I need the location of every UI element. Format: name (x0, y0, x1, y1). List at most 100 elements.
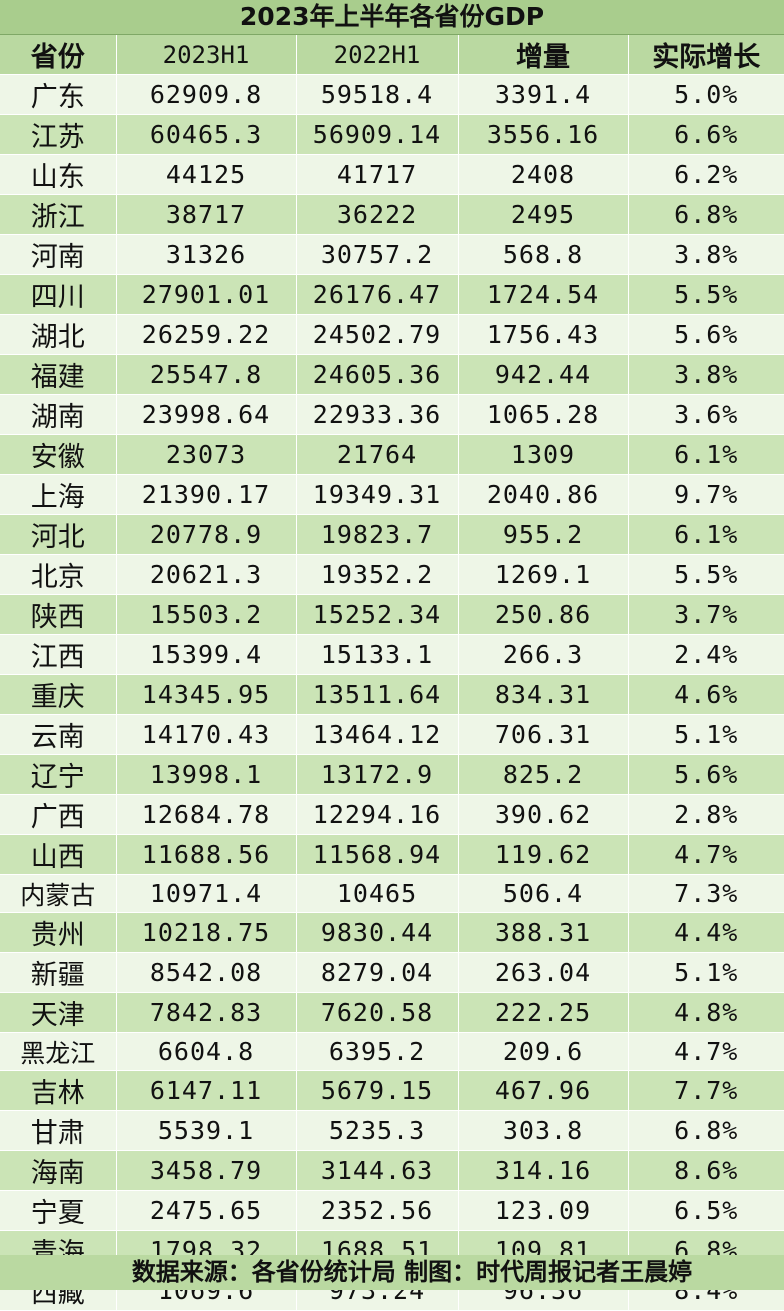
header-2023h1: 2023H1 (116, 35, 297, 75)
gdp-2022h1-cell: 56909.14 (296, 114, 459, 155)
growth-cell: 7.3% (628, 874, 784, 913)
table-row: 甘肃 5539.1 5235.3 303.8 6.8% (0, 1110, 784, 1151)
gdp-2023h1-cell: 44125 (116, 154, 297, 195)
growth-cell: 6.2% (628, 154, 784, 195)
increment-cell: 467.96 (458, 1070, 629, 1111)
province-cell: 贵州 (0, 912, 117, 953)
province-cell: 湖北 (0, 314, 117, 355)
increment-cell: 388.31 (458, 912, 629, 953)
table-row: 吉林 6147.11 5679.15 467.96 7.7% (0, 1070, 784, 1111)
gdp-2022h1-cell: 59518.4 (296, 74, 459, 115)
gdp-2022h1-cell: 5235.3 (296, 1110, 459, 1151)
increment-cell: 1269.1 (458, 554, 629, 595)
gdp-2023h1-cell: 11688.56 (116, 834, 297, 875)
increment-cell: 123.09 (458, 1190, 629, 1231)
province-cell: 江苏 (0, 114, 117, 155)
table-body: 广东 62909.8 59518.4 3391.4 5.0% 江苏 60465.3 56909… (0, 74, 784, 1311)
increment-cell: 1309 (458, 434, 629, 475)
province-cell: 黑龙江 (0, 1032, 117, 1071)
growth-cell: 5.5% (628, 554, 784, 595)
province-cell: 浙江 (0, 194, 117, 235)
province-cell: 河北 (0, 514, 117, 555)
gdp-2022h1-cell: 24605.36 (296, 354, 459, 395)
gdp-2023h1-cell: 23998.64 (116, 394, 297, 435)
province-cell: 湖南 (0, 394, 117, 435)
gdp-2022h1-cell: 8279.04 (296, 952, 459, 993)
growth-cell: 6.8% (628, 1110, 784, 1151)
table-row: 新疆 8542.08 8279.04 263.04 5.1% (0, 952, 784, 993)
province-cell: 新疆 (0, 952, 117, 993)
table-row: 北京 20621.3 19352.2 1269.1 5.5% (0, 554, 784, 595)
table-row: 福建 25547.8 24605.36 942.44 3.8% (0, 354, 784, 395)
gdp-2023h1-cell: 38717 (116, 194, 297, 235)
gdp-table: 省份 2023H1 2022H1 增量 实际增长 广东 62909.8 59518.… (0, 35, 784, 1311)
growth-cell: 3.8% (628, 354, 784, 395)
growth-cell: 3.6% (628, 394, 784, 435)
table-row: 湖北 26259.22 24502.79 1756.43 5.6% (0, 314, 784, 355)
growth-cell: 4.4% (628, 912, 784, 953)
increment-cell: 3391.4 (458, 74, 629, 115)
growth-cell: 8.6% (628, 1150, 784, 1191)
increment-cell: 942.44 (458, 354, 629, 395)
table-row: 天津 7842.83 7620.58 222.25 4.8% (0, 992, 784, 1033)
gdp-2023h1-cell: 10218.75 (116, 912, 297, 953)
province-cell: 内蒙古 (0, 874, 117, 913)
growth-cell: 9.7% (628, 474, 784, 515)
gdp-2022h1-cell: 10465 (296, 874, 459, 913)
table-row: 浙江 38717 36222 2495 6.8% (0, 194, 784, 235)
province-cell: 海南 (0, 1150, 117, 1191)
province-cell: 山西 (0, 834, 117, 875)
gdp-2022h1-cell: 26176.47 (296, 274, 459, 315)
increment-cell: 834.31 (458, 674, 629, 715)
table-row: 宁夏 2475.65 2352.56 123.09 6.5% (0, 1190, 784, 1231)
growth-cell: 6.8% (628, 194, 784, 235)
gdp-2022h1-cell: 7620.58 (296, 992, 459, 1033)
growth-cell: 4.7% (628, 834, 784, 875)
province-cell: 四川 (0, 274, 117, 315)
table-row: 江西 15399.4 15133.1 266.3 2.4% (0, 634, 784, 675)
growth-cell: 5.1% (628, 714, 784, 755)
province-cell: 云南 (0, 714, 117, 755)
gdp-2022h1-cell: 22933.36 (296, 394, 459, 435)
gdp-2022h1-cell: 19352.2 (296, 554, 459, 595)
table-row: 安徽 23073 21764 1309 6.1% (0, 434, 784, 475)
increment-cell: 825.2 (458, 754, 629, 795)
header-growth: 实际增长 (628, 35, 784, 75)
table-row: 贵州 10218.75 9830.44 388.31 4.4% (0, 912, 784, 953)
province-cell: 福建 (0, 354, 117, 395)
increment-cell: 506.4 (458, 874, 629, 913)
province-cell: 辽宁 (0, 754, 117, 795)
province-cell: 上海 (0, 474, 117, 515)
gdp-2023h1-cell: 60465.3 (116, 114, 297, 155)
table-row: 四川 27901.01 26176.47 1724.54 5.5% (0, 274, 784, 315)
gdp-2023h1-cell: 7842.83 (116, 992, 297, 1033)
gdp-2022h1-cell: 15133.1 (296, 634, 459, 675)
increment-cell: 1065.28 (458, 394, 629, 435)
growth-cell: 7.7% (628, 1070, 784, 1111)
gdp-2022h1-cell: 30757.2 (296, 234, 459, 275)
gdp-2023h1-cell: 27901.01 (116, 274, 297, 315)
growth-cell: 6.1% (628, 514, 784, 555)
gdp-2023h1-cell: 25547.8 (116, 354, 297, 395)
growth-cell: 2.4% (628, 634, 784, 675)
gdp-2022h1-cell: 13511.64 (296, 674, 459, 715)
table-row: 湖南 23998.64 22933.36 1065.28 3.6% (0, 394, 784, 435)
increment-cell: 390.62 (458, 794, 629, 835)
increment-cell: 568.8 (458, 234, 629, 275)
growth-cell: 4.6% (628, 674, 784, 715)
header-increment: 增量 (458, 35, 629, 75)
gdp-2022h1-cell: 9830.44 (296, 912, 459, 953)
table-row: 河南 31326 30757.2 568.8 3.8% (0, 234, 784, 275)
province-cell: 宁夏 (0, 1190, 117, 1231)
province-cell: 天津 (0, 992, 117, 1033)
table-row: 重庆 14345.95 13511.64 834.31 4.6% (0, 674, 784, 715)
increment-cell: 3556.16 (458, 114, 629, 155)
gdp-2022h1-cell: 6395.2 (296, 1032, 459, 1071)
growth-cell: 5.1% (628, 952, 784, 993)
gdp-2023h1-cell: 6147.11 (116, 1070, 297, 1111)
header-province: 省份 (0, 35, 117, 75)
gdp-2022h1-cell: 13172.9 (296, 754, 459, 795)
source-footer: 数据来源：各省份统计局 制图：时代周报记者王晨婷 (0, 1255, 784, 1290)
gdp-2023h1-cell: 12684.78 (116, 794, 297, 835)
